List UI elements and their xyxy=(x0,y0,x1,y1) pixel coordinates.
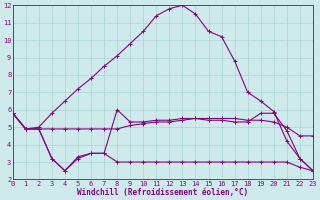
X-axis label: Windchill (Refroidissement éolien,°C): Windchill (Refroidissement éolien,°C) xyxy=(77,188,248,197)
